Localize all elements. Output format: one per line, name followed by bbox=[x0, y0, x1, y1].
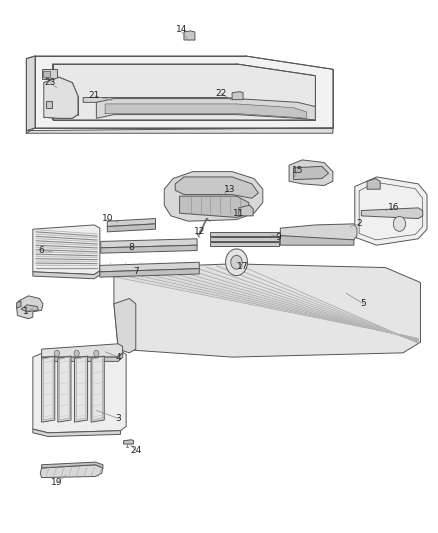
Polygon shape bbox=[293, 166, 328, 180]
Text: 19: 19 bbox=[51, 478, 63, 487]
Polygon shape bbox=[361, 208, 423, 219]
Polygon shape bbox=[105, 104, 307, 118]
Text: 2: 2 bbox=[357, 220, 362, 228]
Polygon shape bbox=[43, 357, 53, 420]
Text: 23: 23 bbox=[45, 78, 56, 87]
Text: 21: 21 bbox=[88, 92, 100, 100]
Polygon shape bbox=[53, 64, 315, 120]
Polygon shape bbox=[100, 262, 199, 272]
Polygon shape bbox=[40, 465, 103, 478]
Polygon shape bbox=[44, 77, 78, 118]
Polygon shape bbox=[42, 353, 123, 361]
Text: 3: 3 bbox=[115, 414, 121, 423]
Text: 22: 22 bbox=[215, 89, 227, 98]
Polygon shape bbox=[58, 356, 71, 422]
Polygon shape bbox=[42, 344, 123, 357]
Text: 6: 6 bbox=[39, 246, 45, 255]
Polygon shape bbox=[184, 31, 195, 40]
Polygon shape bbox=[74, 356, 88, 422]
Text: 4: 4 bbox=[116, 353, 121, 361]
Text: 7: 7 bbox=[133, 268, 139, 276]
Text: 1: 1 bbox=[22, 308, 28, 316]
Polygon shape bbox=[42, 356, 55, 422]
Text: 13: 13 bbox=[224, 185, 236, 193]
Polygon shape bbox=[101, 239, 197, 248]
Polygon shape bbox=[42, 69, 57, 79]
Text: 9: 9 bbox=[275, 233, 281, 241]
Text: 17: 17 bbox=[237, 262, 249, 271]
Polygon shape bbox=[33, 225, 100, 274]
Polygon shape bbox=[96, 99, 315, 120]
Polygon shape bbox=[35, 56, 333, 128]
Polygon shape bbox=[289, 160, 333, 185]
Polygon shape bbox=[164, 172, 263, 221]
Text: 11: 11 bbox=[233, 209, 244, 217]
Circle shape bbox=[393, 216, 406, 231]
Text: 14: 14 bbox=[176, 25, 187, 34]
Circle shape bbox=[231, 255, 242, 269]
Polygon shape bbox=[107, 224, 155, 232]
Text: 8: 8 bbox=[128, 244, 134, 252]
Text: 5: 5 bbox=[360, 300, 367, 308]
Polygon shape bbox=[76, 357, 86, 420]
Polygon shape bbox=[46, 101, 52, 108]
Polygon shape bbox=[33, 271, 100, 279]
Polygon shape bbox=[210, 232, 280, 236]
Polygon shape bbox=[239, 205, 253, 216]
Text: 24: 24 bbox=[130, 446, 141, 455]
Polygon shape bbox=[175, 177, 258, 198]
Text: 12: 12 bbox=[194, 228, 205, 236]
Polygon shape bbox=[21, 305, 39, 312]
Polygon shape bbox=[280, 236, 354, 245]
Polygon shape bbox=[26, 56, 35, 131]
Text: 16: 16 bbox=[389, 204, 400, 212]
Circle shape bbox=[74, 350, 79, 357]
Polygon shape bbox=[210, 242, 279, 246]
Polygon shape bbox=[101, 245, 197, 253]
Polygon shape bbox=[100, 269, 199, 277]
Polygon shape bbox=[367, 179, 380, 189]
Text: 15: 15 bbox=[292, 166, 304, 175]
Polygon shape bbox=[180, 196, 249, 217]
Polygon shape bbox=[210, 237, 279, 241]
Polygon shape bbox=[93, 357, 102, 420]
Polygon shape bbox=[33, 429, 120, 437]
Polygon shape bbox=[232, 92, 243, 100]
Circle shape bbox=[226, 249, 247, 276]
Polygon shape bbox=[114, 264, 420, 357]
Polygon shape bbox=[42, 462, 103, 468]
Circle shape bbox=[54, 350, 60, 357]
Polygon shape bbox=[280, 224, 357, 241]
Polygon shape bbox=[26, 128, 333, 133]
Polygon shape bbox=[355, 177, 427, 245]
Text: 10: 10 bbox=[102, 214, 113, 223]
Polygon shape bbox=[17, 301, 21, 308]
Polygon shape bbox=[114, 298, 136, 353]
Polygon shape bbox=[124, 440, 134, 444]
Polygon shape bbox=[83, 98, 237, 104]
Polygon shape bbox=[17, 296, 43, 319]
Circle shape bbox=[94, 350, 99, 357]
Polygon shape bbox=[60, 357, 69, 420]
Polygon shape bbox=[91, 356, 104, 422]
Polygon shape bbox=[107, 219, 155, 227]
Polygon shape bbox=[33, 351, 126, 433]
Polygon shape bbox=[43, 71, 50, 77]
